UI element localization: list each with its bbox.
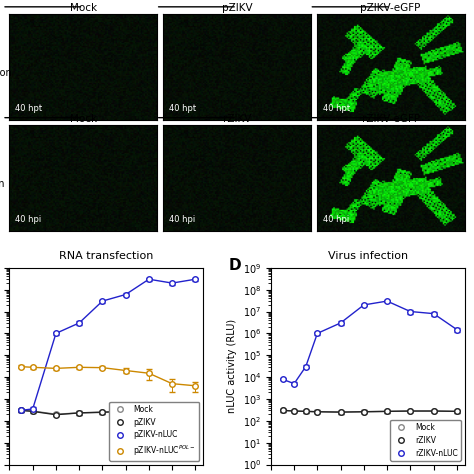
Title: rZIKV: rZIKV xyxy=(223,114,251,124)
Title: RNA transfection: RNA transfection xyxy=(59,252,154,262)
Text: 40 hpt: 40 hpt xyxy=(169,104,196,113)
Title: pZIKV-eGFP: pZIKV-eGFP xyxy=(360,3,421,13)
Title: rZIKV-eGFP: rZIKV-eGFP xyxy=(362,114,419,124)
Title: Virus infection: Virus infection xyxy=(328,252,408,262)
Title: Mock: Mock xyxy=(70,114,97,124)
Text: 40 hpt: 40 hpt xyxy=(15,104,43,113)
Text: RNA
transfection: RNA transfection xyxy=(0,56,12,78)
Text: 40 hpi: 40 hpi xyxy=(15,215,42,224)
Text: Virus
infection: Virus infection xyxy=(0,167,4,189)
Text: 40 hpi: 40 hpi xyxy=(323,215,349,224)
Title: Mock: Mock xyxy=(70,3,97,13)
Y-axis label: nLUC activity (RLU): nLUC activity (RLU) xyxy=(227,319,237,413)
Text: 40 hpi: 40 hpi xyxy=(169,215,195,224)
Legend: Mock, pZIKV, pZIKV-nLUC, pZIKV-nLUC$^{POL-}$: Mock, pZIKV, pZIKV-nLUC, pZIKV-nLUC$^{PO… xyxy=(109,402,199,461)
Text: 40 hpt: 40 hpt xyxy=(323,104,350,113)
Legend: Mock, rZIKV, rZIKV-nLUC: Mock, rZIKV, rZIKV-nLUC xyxy=(391,420,461,461)
Text: D: D xyxy=(228,258,241,273)
Title: pZIKV: pZIKV xyxy=(222,3,252,13)
